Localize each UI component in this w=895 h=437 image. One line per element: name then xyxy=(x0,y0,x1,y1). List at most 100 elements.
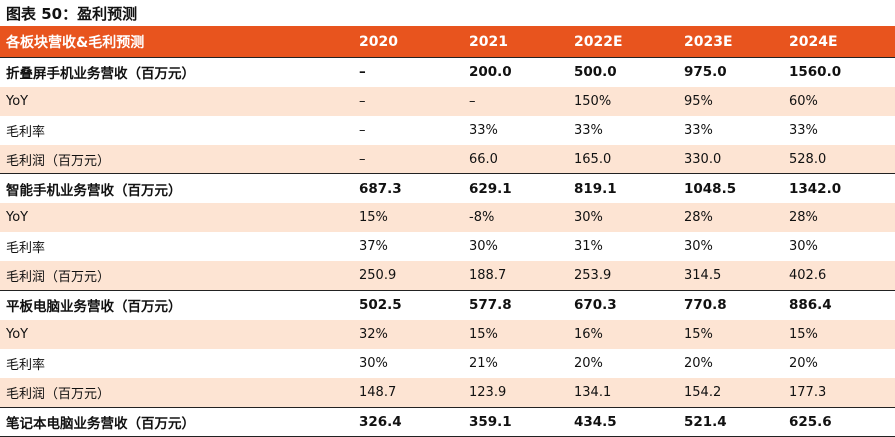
table-cell: 253.9 xyxy=(570,261,680,291)
table-cell: 66.0 xyxy=(465,144,570,174)
table-cell: 30% xyxy=(355,348,465,378)
header-row: 各板块营收&毛利预测 2020 2021 2022E 2023E 2024E xyxy=(0,28,895,58)
header-cell-2024e: 2024E xyxy=(789,34,838,51)
table-cell: 670.3 xyxy=(570,290,680,320)
table-cell: 975.0 xyxy=(680,56,785,87)
table-cell: 314.5 xyxy=(680,261,785,291)
table-body: 折叠屏手机业务营收（百万元） –200.0 500.0 975.0 1560.0 YoY –… xyxy=(0,56,895,437)
table-cell: 521.4 xyxy=(680,406,785,437)
table-cell: 30% xyxy=(785,232,895,262)
row-label: 毛利润（百万元） xyxy=(0,144,355,174)
header-cell-segment: 各板块营收&毛利预测 xyxy=(6,35,145,52)
table-cell: 500.0 xyxy=(570,56,680,87)
table-cell: 528.0 xyxy=(785,144,895,174)
table-cell: 1048.5 xyxy=(680,173,785,204)
row-label: YoY xyxy=(0,319,355,349)
table-row: 智能手机业务营收（百万元） 687.3 629.1 819.1 1048.5 1342.0 xyxy=(0,173,895,204)
table-row: 笔记本电脑业务营收（百万元） 326.4 359.1 434.5 521.4 625.6 xyxy=(0,406,895,437)
table-cell: 33% xyxy=(570,115,680,145)
table-cell: 31% xyxy=(570,232,680,262)
row-label: 笔记本电脑业务营收（百万元） xyxy=(0,406,355,437)
row-label: 毛利率 xyxy=(0,232,355,262)
table-cell: 165.0 xyxy=(570,144,680,174)
row-label: 毛利润（百万元） xyxy=(0,261,355,291)
row-label: 平板电脑业务营收（百万元） xyxy=(0,290,355,320)
row-label: 折叠屏手机业务营收（百万元） xyxy=(0,56,355,87)
header-cell-2021: 2021 xyxy=(469,34,508,51)
table-cell: 32% xyxy=(355,319,465,349)
table-cell: 95% xyxy=(680,86,785,116)
table-cell: 402.6 xyxy=(785,261,895,291)
table-cell: 434.5 xyxy=(570,406,680,437)
table-cell: 60% xyxy=(785,86,895,116)
table-cell: 359.1 xyxy=(465,406,570,437)
table-cell: 629.1 xyxy=(465,173,570,204)
table-cell: 33% xyxy=(680,115,785,145)
table-cell: 326.4 xyxy=(355,406,465,437)
row-label: YoY xyxy=(0,86,355,116)
table-cell: 502.5 xyxy=(355,290,465,320)
table-cell: 625.6 xyxy=(785,406,895,437)
header-cell-2020: 2020 xyxy=(359,34,398,51)
table-cell: 886.4 xyxy=(785,290,895,320)
table-row: YoY – –150% 95% 60% xyxy=(0,86,895,116)
table-cell: 148.7 xyxy=(355,377,465,408)
table-cell: 134.1 xyxy=(570,377,680,408)
table-cell: 28% xyxy=(785,203,895,233)
table-cell: 577.8 xyxy=(465,290,570,320)
table-cell: 33% xyxy=(465,115,570,145)
table-cell: 15% xyxy=(785,319,895,349)
row-label: 毛利率 xyxy=(0,348,355,378)
table-row: 毛利润（百万元） 250.9 188.7 253.9 314.5 402.6 xyxy=(0,261,895,291)
table-cell: 37% xyxy=(355,232,465,262)
table-row: 毛利润（百万元） 148.7 123.9 134.1 154.2 177.3 xyxy=(0,377,895,408)
row-label: 智能手机业务营收（百万元） xyxy=(0,173,355,204)
header-cell-2023e: 2023E xyxy=(684,34,733,51)
table-cell: 20% xyxy=(680,348,785,378)
table-cell: – xyxy=(355,144,465,174)
row-label: YoY xyxy=(0,203,355,233)
row-label: 毛利率 xyxy=(0,115,355,145)
table-cell: 177.3 xyxy=(785,377,895,408)
table-cell: 1560.0 xyxy=(785,56,895,87)
table-cell: 20% xyxy=(785,348,895,378)
table-cell: 15% xyxy=(465,319,570,349)
table-row: 折叠屏手机业务营收（百万元） –200.0 500.0 975.0 1560.0 xyxy=(0,56,895,87)
table-cell: 28% xyxy=(680,203,785,233)
table-cell: 30% xyxy=(465,232,570,262)
table-cell: 154.2 xyxy=(680,377,785,408)
table-cell: 687.3 xyxy=(355,173,465,204)
table-cell: 770.8 xyxy=(680,290,785,320)
table-cell: 15% xyxy=(355,203,465,233)
table-cell: 16% xyxy=(570,319,680,349)
table-cell: 330.0 xyxy=(680,144,785,174)
table-cell: 15% xyxy=(680,319,785,349)
figure-title: 图表 50：盈利预测 xyxy=(0,0,895,28)
table-cell: -8% xyxy=(465,203,570,233)
table-cell: 123.9 xyxy=(465,377,570,408)
table-row: 毛利润（百万元） –66.0 165.0 330.0 528.0 xyxy=(0,144,895,174)
table-cell: – xyxy=(355,86,465,116)
table-row: 平板电脑业务营收（百万元） 502.5 577.8 670.3 770.8 886.4 xyxy=(0,290,895,320)
table-cell: 1342.0 xyxy=(785,173,895,204)
table-cell: 250.9 xyxy=(355,261,465,291)
table-row: YoY 15% -8% 30% 28% 28% xyxy=(0,203,895,233)
forecast-table: 各板块营收&毛利预测 2020 2021 2022E 2023E 2024E 折… xyxy=(0,28,895,437)
table-row: 毛利率 –33% 33% 33% 33% xyxy=(0,115,895,145)
table-cell: 30% xyxy=(570,203,680,233)
table-row: YoY 32% 15% 16% 15% 15% xyxy=(0,319,895,349)
table-cell: – xyxy=(355,56,465,87)
table-cell: 33% xyxy=(785,115,895,145)
table-cell: – xyxy=(465,86,570,116)
table-row: 毛利率 30% 21% 20% 20% 20% xyxy=(0,348,895,378)
table-cell: 200.0 xyxy=(465,56,570,87)
table-cell: 21% xyxy=(465,348,570,378)
row-label: 毛利润（百万元） xyxy=(0,377,355,408)
table-cell: – xyxy=(355,115,465,145)
table-row: 毛利率 37% 30% 31% 30% 30% xyxy=(0,232,895,262)
table-cell: 150% xyxy=(570,86,680,116)
table-cell: 30% xyxy=(680,232,785,262)
table-cell: 20% xyxy=(570,348,680,378)
table-cell: 819.1 xyxy=(570,173,680,204)
table-cell: 188.7 xyxy=(465,261,570,291)
